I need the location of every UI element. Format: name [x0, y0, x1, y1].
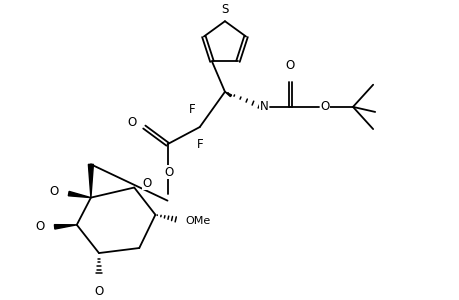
Text: O: O	[127, 116, 136, 128]
Polygon shape	[224, 92, 231, 97]
Text: O: O	[285, 58, 295, 72]
Text: N: N	[259, 100, 268, 113]
Text: O: O	[94, 285, 103, 298]
Text: S: S	[221, 3, 228, 16]
Text: O: O	[163, 166, 173, 179]
Polygon shape	[54, 225, 77, 229]
Text: O: O	[49, 185, 58, 198]
Polygon shape	[68, 191, 91, 198]
Text: O: O	[320, 100, 329, 113]
Text: F: F	[189, 103, 195, 116]
Polygon shape	[88, 164, 93, 198]
Text: OMe: OMe	[185, 216, 210, 226]
Text: O: O	[142, 177, 151, 190]
Text: F: F	[197, 138, 203, 151]
Text: O: O	[35, 220, 45, 233]
